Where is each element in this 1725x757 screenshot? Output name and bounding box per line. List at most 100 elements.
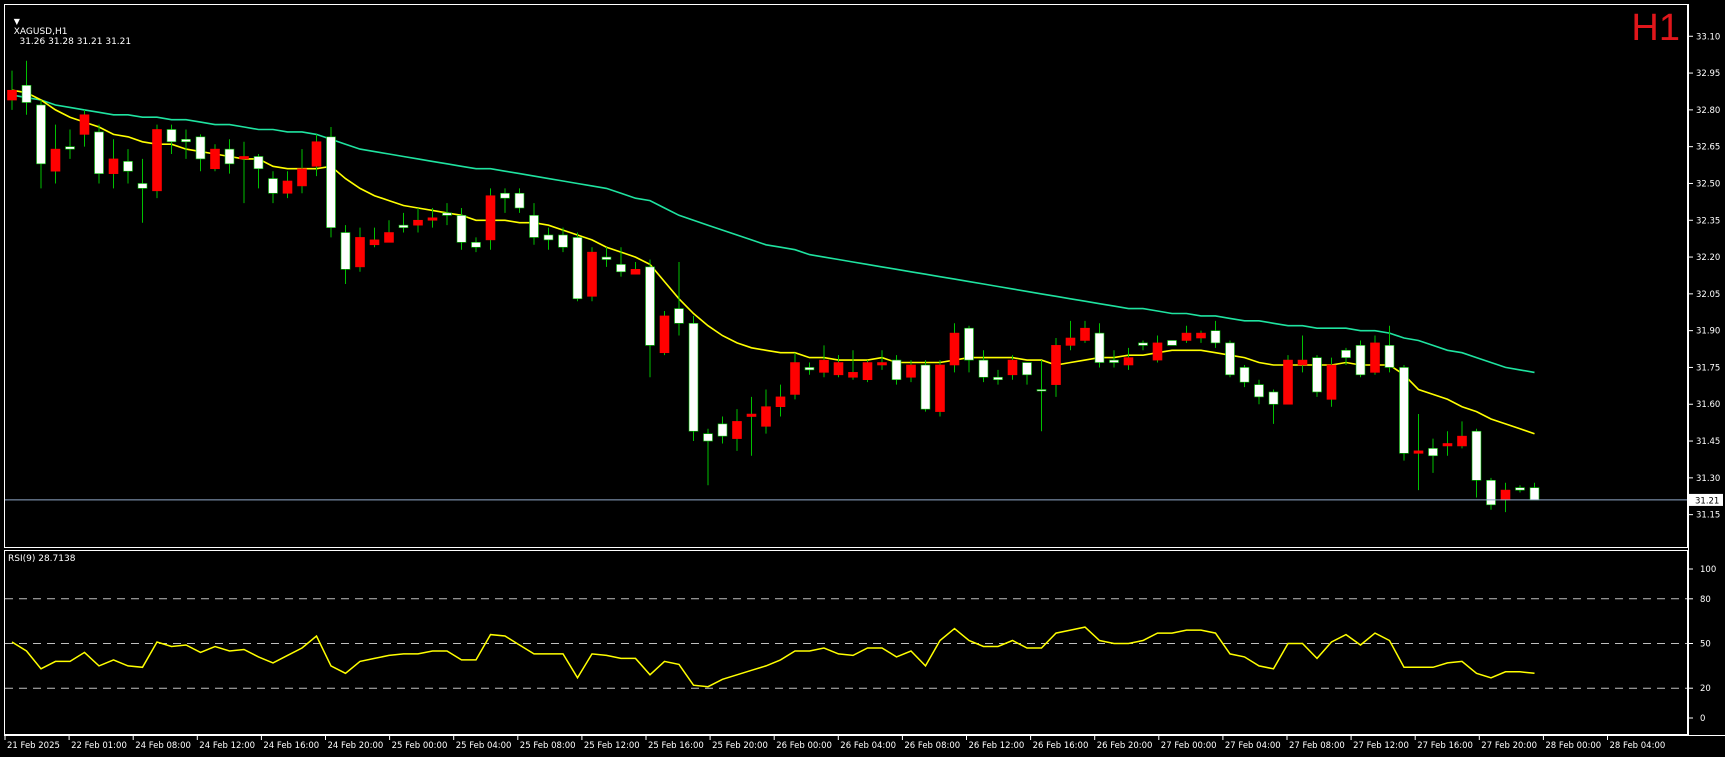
bull-candle-body [65, 146, 75, 150]
candle [1152, 335, 1163, 363]
rsi-tick-label: 0 [1700, 714, 1705, 724]
time-tick-label: 28 Feb 00:00 [1545, 741, 1601, 751]
candle [819, 345, 829, 378]
bull-candle-body [674, 308, 684, 324]
candle [1428, 438, 1438, 473]
triangle-down-icon[interactable]: ▼ [13, 17, 20, 26]
candle [1529, 482, 1540, 501]
time-tick-label: 26 Feb 20:00 [1097, 741, 1153, 751]
candle [920, 360, 931, 412]
candle [1442, 431, 1453, 456]
bull-candle-body [514, 192, 525, 209]
candle [355, 227, 365, 272]
candle [543, 227, 554, 250]
candle [181, 129, 191, 159]
candle [50, 124, 61, 184]
symbol-label: XAGUSD,H1 [13, 27, 68, 37]
candle [1297, 335, 1308, 373]
rsi-label: RSI(9) 28.7138 [8, 554, 76, 564]
candle [311, 134, 322, 177]
bull-candle-body [1341, 349, 1351, 358]
candle [1370, 335, 1380, 375]
bull-candle-body [195, 136, 206, 160]
bear-candle-body [659, 315, 670, 354]
candle [790, 352, 800, 400]
bear-candle-body [1152, 342, 1163, 361]
bull-candle-body [456, 215, 467, 243]
candle [1022, 362, 1032, 385]
candle [1486, 477, 1496, 510]
current-price-text: 31.21 [1695, 496, 1719, 506]
price-tick-label: 32.20 [1696, 253, 1720, 263]
candle [1065, 320, 1076, 351]
candle [7, 70, 17, 110]
time-tick-label: 25 Feb 16:00 [648, 741, 704, 751]
candle [732, 409, 742, 451]
candle [601, 247, 612, 267]
candle [848, 350, 858, 380]
bull-candle-body [442, 212, 452, 216]
bear-candle-body [7, 89, 17, 101]
bull-candle-body [1428, 448, 1438, 457]
bear-candle-body [877, 362, 887, 366]
candle [1210, 320, 1221, 348]
bear-candle-body [1051, 345, 1061, 385]
bear-candle-body [297, 168, 307, 187]
candle [210, 144, 220, 172]
bull-candle-body [1515, 487, 1525, 491]
bull-candle-body [1355, 345, 1366, 376]
bear-candle-body [1123, 357, 1134, 366]
candle [1225, 340, 1235, 378]
candle [746, 396, 757, 456]
candle [906, 360, 916, 383]
bear-candle-body [311, 141, 322, 167]
bull-candle-body [1254, 384, 1264, 398]
bull-candle-body [326, 136, 336, 228]
bear-candle-body [369, 239, 380, 246]
price-tick-label: 32.95 [1696, 69, 1720, 79]
bear-candle-body [1326, 364, 1337, 400]
bear-candle-body [152, 129, 162, 192]
timeframe-badge: H1 [1631, 7, 1680, 49]
bull-candle-body [500, 192, 510, 199]
bear-candle-body [746, 413, 757, 417]
candle [1094, 323, 1105, 368]
bull-candle-body [1399, 367, 1409, 454]
time-tick-label: 25 Feb 00:00 [392, 741, 448, 751]
candle [1268, 389, 1279, 424]
time-axis: 21 Feb 2025 22 Feb 01:00 24 Feb 08:00 24 Fe… [4, 735, 1665, 751]
price-tick-label: 31.45 [1696, 437, 1720, 447]
bear-candle-body [761, 406, 771, 427]
current-price-tag [1689, 493, 1723, 506]
bear-candle-body [1007, 359, 1018, 376]
bull-candle-body [616, 264, 626, 273]
ma-slow-line [11, 94, 1535, 374]
bull-candle-body [572, 237, 583, 300]
bear-candle-body [79, 114, 90, 135]
bull-candle-body [558, 234, 568, 248]
bull-candle-body [268, 178, 278, 194]
candle [804, 362, 815, 375]
price-tick-label: 33.10 [1696, 32, 1720, 42]
candle [152, 124, 162, 199]
bear-candle-body [906, 364, 916, 378]
bear-candle-body [210, 148, 220, 170]
candle [703, 428, 713, 486]
bear-candle-body [427, 217, 438, 221]
bear-candle-body [1065, 337, 1076, 346]
time-tick-label: 25 Feb 20:00 [712, 741, 768, 751]
time-tick-label: 24 Feb 08:00 [135, 741, 191, 751]
bull-candle-body [1094, 332, 1105, 363]
candle [1123, 347, 1134, 370]
bull-candle-body [94, 131, 104, 174]
candle [1196, 330, 1206, 343]
bear-candle-body [775, 396, 786, 407]
bear-candle-body [732, 421, 742, 439]
candle [456, 207, 467, 250]
bull-candle-body [21, 85, 32, 103]
bear-candle-body [50, 148, 61, 172]
candle [282, 171, 293, 199]
candle [21, 60, 32, 115]
candle [1312, 355, 1322, 397]
candle [1051, 338, 1061, 397]
